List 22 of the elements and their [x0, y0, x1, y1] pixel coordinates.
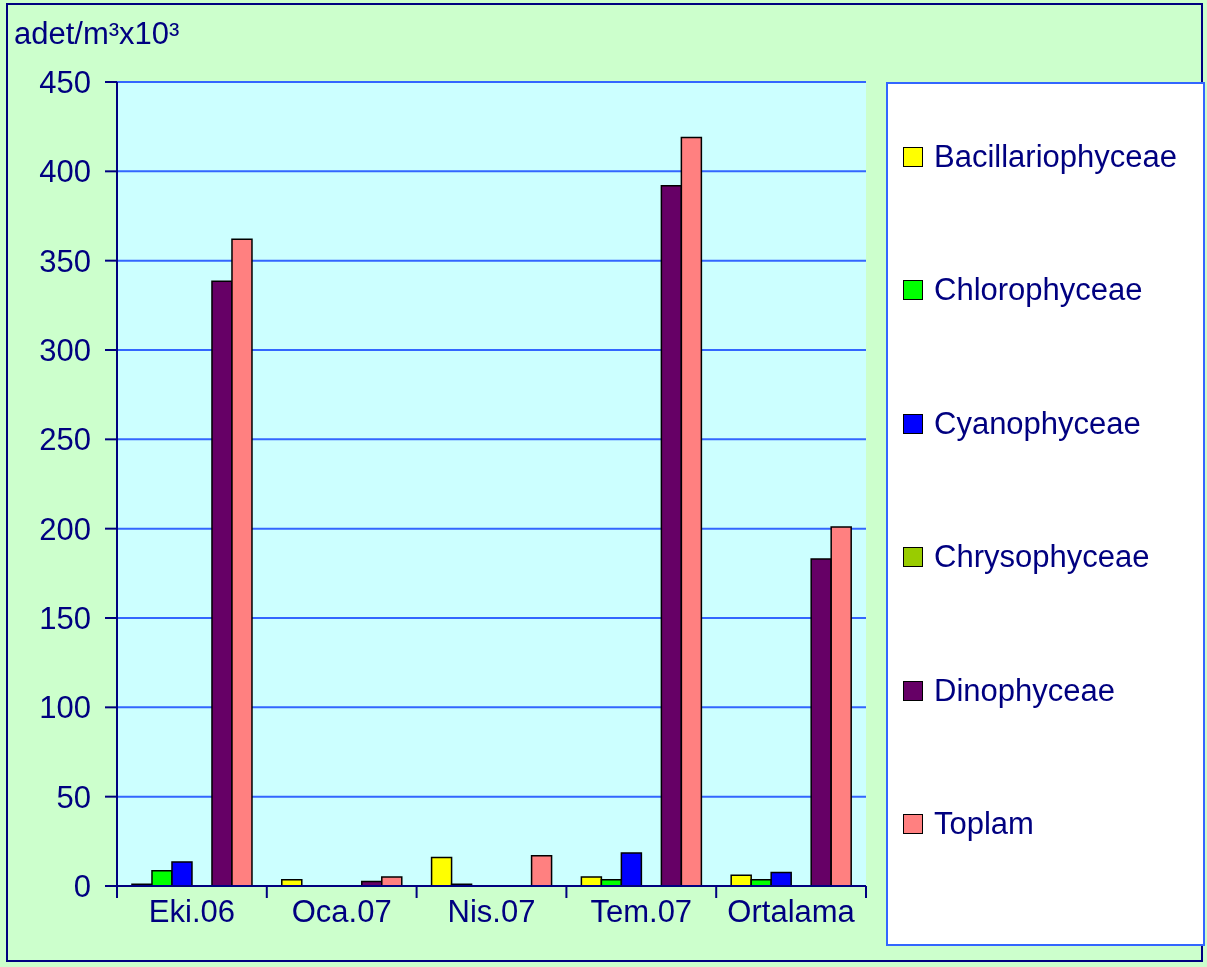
y-tick-label: 150 [39, 601, 91, 637]
y-tick-label: 100 [39, 690, 91, 726]
y-tick-label: 250 [39, 422, 91, 458]
y-tick-label: 0 [73, 869, 91, 905]
y-tick-label: 350 [39, 243, 91, 279]
x-tick-label: Ortalama [727, 894, 856, 929]
legend-label: Chrysophyceae [934, 539, 1150, 576]
x-tick-label: Eki.06 [148, 894, 235, 929]
legend-label: Chlorophyceae [934, 272, 1143, 309]
legend-label: Toplam [934, 806, 1034, 843]
x-tick-label: Tem.07 [590, 894, 693, 929]
y-tick-label: 450 [39, 65, 91, 100]
x-tick-label: Nis.07 [447, 894, 536, 929]
y-tick-label: 50 [56, 779, 91, 815]
legend-label: Cyanophyceae [934, 405, 1141, 442]
y-tick-label: 400 [39, 154, 91, 190]
y-axis-title: adet/m³x10³ [14, 16, 180, 52]
y-tick-label: 300 [39, 333, 91, 369]
legend-label: Dinophyceae [934, 672, 1115, 709]
x-tick-label: Oca.07 [291, 894, 392, 929]
legend-label: Bacillariophyceae [934, 138, 1177, 175]
y-tick-label: 200 [39, 511, 91, 547]
